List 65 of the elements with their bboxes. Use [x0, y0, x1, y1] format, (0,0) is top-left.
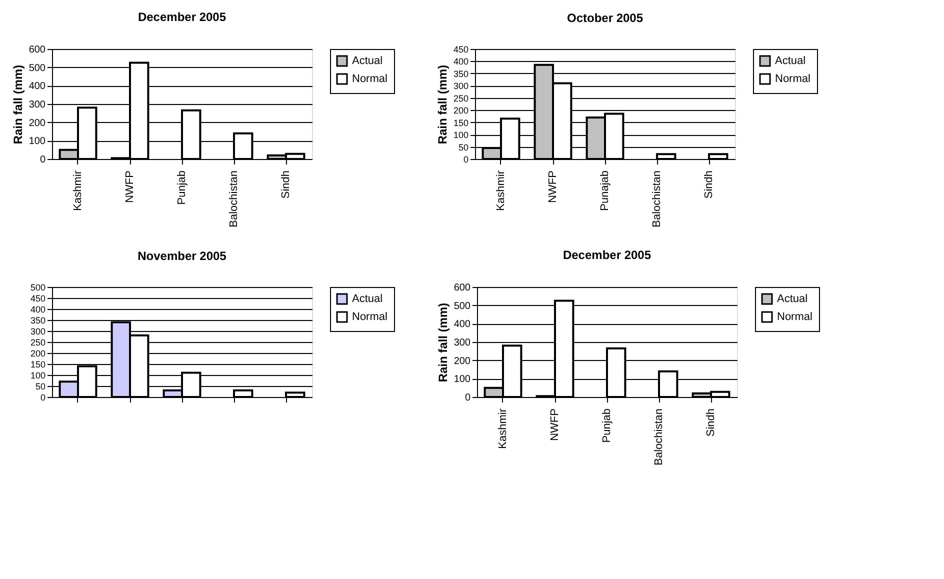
y-tick-label: 0 — [464, 392, 471, 404]
y-axis-title: Rain fall (mm) — [435, 64, 450, 144]
y-tick-label: 200 — [453, 106, 468, 116]
y-tick-label: 200 — [28, 118, 46, 129]
x-tick-label: Balochistan — [651, 170, 663, 228]
legend-label: Normal — [777, 311, 812, 323]
chart-title: November 2005 — [138, 249, 227, 263]
legend-label: Normal — [352, 73, 388, 85]
x-tick-label: NWFP — [547, 170, 559, 203]
y-tick-label: 400 — [454, 319, 471, 330]
chart-title: December 2005 — [562, 248, 652, 262]
y-tick-label: 250 — [453, 93, 468, 104]
y-tick-label: 500 — [28, 62, 46, 74]
y-tick-label: 600 — [28, 44, 46, 56]
y-tick-label: 400 — [30, 304, 46, 314]
legend-label: Normal — [352, 311, 388, 323]
y-axis-title: Rain fall (mm) — [10, 64, 25, 144]
y-tick-label: 400 — [28, 81, 46, 92]
y-tick-label: 400 — [453, 56, 468, 67]
y-tick-label: 450 — [453, 44, 468, 54]
y-tick-label: 150 — [30, 360, 46, 370]
y-tick-label: 500 — [30, 282, 46, 292]
y-tick-label: 100 — [30, 370, 46, 380]
y-tick-label: 300 — [453, 81, 468, 92]
x-tick-label: Punjab — [176, 170, 188, 205]
y-tick-label: 150 — [453, 118, 468, 128]
y-axis-title: Rain fall (mm) — [436, 302, 450, 382]
x-tick-label: Kashmir — [495, 170, 507, 211]
y-tick-label: 200 — [30, 348, 46, 358]
y-tick-label: 500 — [454, 300, 471, 312]
x-tick-label: Kashmir — [497, 408, 509, 449]
y-tick-label: 300 — [30, 326, 46, 336]
y-tick-label: 0 — [463, 154, 468, 164]
x-tick-label: Balochistan — [653, 408, 665, 466]
y-tick-label: 350 — [30, 316, 46, 326]
y-tick-label: 100 — [28, 136, 46, 148]
x-tick-label: Sindh — [705, 408, 717, 437]
y-tick-label: 0 — [40, 392, 46, 402]
y-tick-label: 600 — [454, 282, 471, 294]
y-tick-label: 350 — [453, 68, 468, 79]
x-tick-label: NWFP — [549, 408, 561, 441]
legend-label: Actual — [777, 293, 808, 305]
y-tick-label: 50 — [35, 382, 46, 392]
y-tick-label: 250 — [30, 338, 46, 348]
y-tick-label: 300 — [28, 100, 46, 110]
y-tick-label: 50 — [458, 142, 468, 152]
chart-title: October 2005 — [566, 11, 644, 25]
y-tick-label: 100 — [454, 374, 471, 386]
legend-label: Actual — [775, 55, 806, 67]
chart-title: December 2005 — [138, 10, 226, 24]
x-tick-label: Sindh — [703, 170, 715, 199]
y-tick-label: 300 — [454, 338, 471, 348]
legend-label: Actual — [352, 293, 383, 305]
x-tick-label: Punjab — [601, 408, 613, 443]
y-tick-label: 0 — [40, 154, 46, 166]
legend-label: Actual — [352, 55, 383, 67]
y-tick-label: 450 — [30, 294, 46, 304]
x-tick-label: Punajab — [599, 170, 611, 211]
x-tick-label: Kashmir — [72, 170, 84, 211]
x-tick-label: Balochistan — [228, 170, 240, 228]
y-tick-label: 100 — [453, 130, 468, 140]
x-tick-label: Sindh — [280, 170, 292, 199]
x-tick-label: NWFP — [124, 170, 136, 203]
legend-label: Normal — [775, 73, 810, 85]
y-tick-label: 200 — [454, 356, 471, 367]
